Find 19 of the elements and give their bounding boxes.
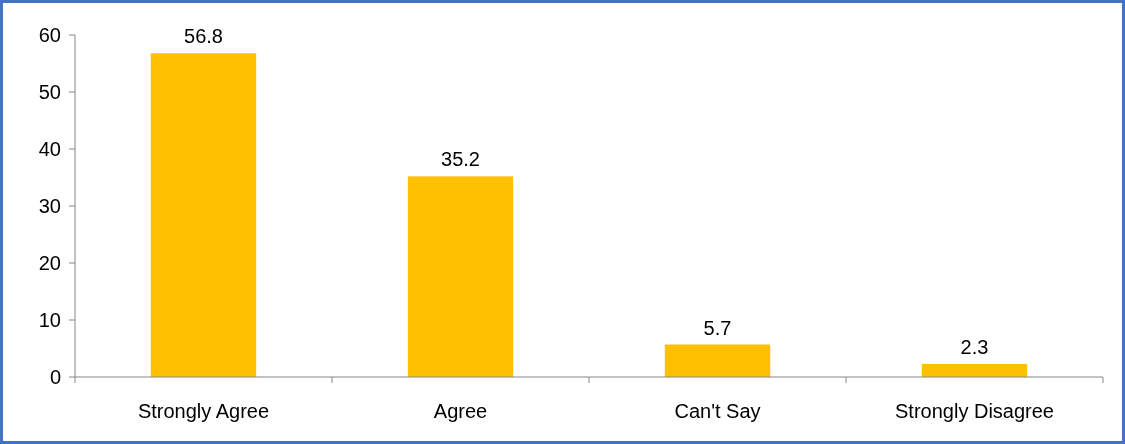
y-tick-label: 0 (49, 366, 61, 388)
x-tick-label: Strongly Disagree (895, 400, 1054, 422)
bar (407, 176, 514, 377)
bar (921, 363, 1028, 377)
y-tick-label: 60 (38, 24, 61, 46)
y-tick-label: 40 (38, 138, 61, 160)
data-label: 5.7 (703, 316, 732, 339)
x-tick-label: Strongly Agree (137, 400, 270, 422)
y-tick-label: 50 (38, 81, 61, 103)
data-label: 56.8 (184, 25, 223, 48)
bar (150, 53, 257, 377)
x-tick-label: Can't Say (674, 400, 761, 422)
y-tick-label: 20 (38, 252, 61, 274)
x-tick-label: Agree (433, 400, 488, 422)
y-tick-label: 30 (38, 195, 61, 217)
bar (664, 344, 771, 377)
y-tick-label: 10 (38, 309, 61, 331)
data-label: 2.3 (960, 335, 989, 358)
data-label: 35.2 (441, 148, 480, 171)
